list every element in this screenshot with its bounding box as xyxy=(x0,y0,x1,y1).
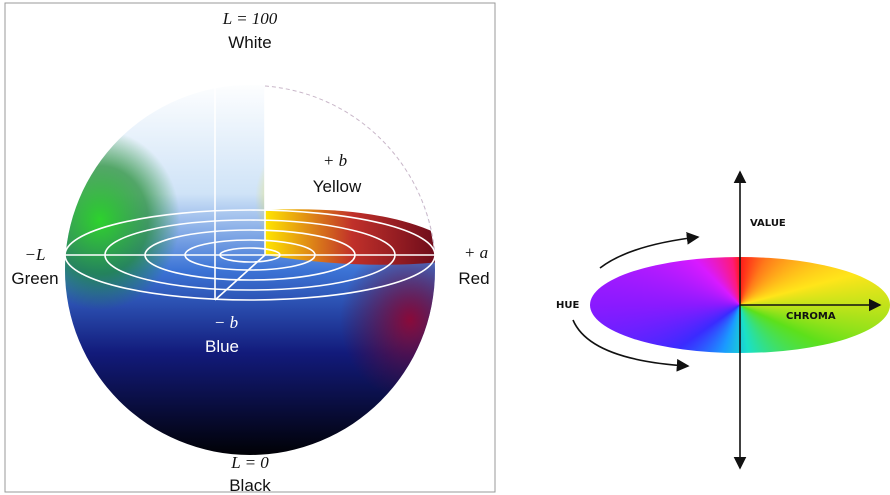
chroma-label: CHROMA xyxy=(786,311,836,322)
page: L = 100 White + b Yellow −L Green + a Re… xyxy=(0,0,890,495)
hue-label: HUE xyxy=(556,300,579,311)
value-label: VALUE xyxy=(750,218,786,229)
wheel-overlay: VALUE HUE CHROMA xyxy=(0,0,890,495)
